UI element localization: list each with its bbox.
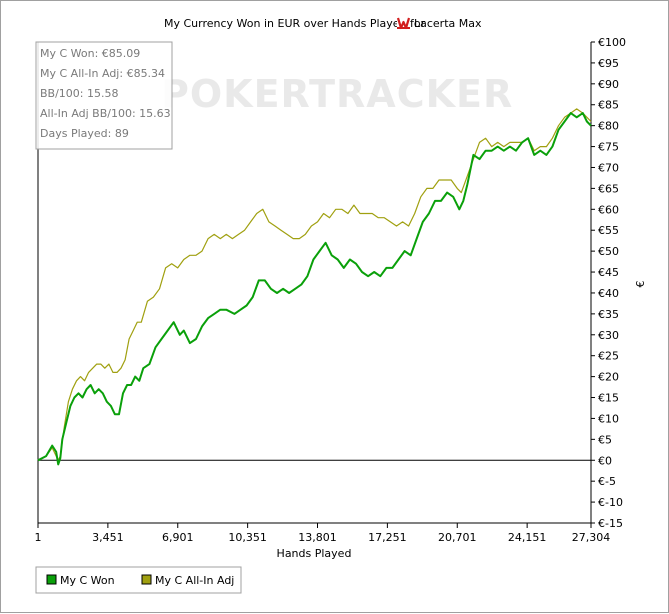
y-tick-label: €35 — [598, 308, 619, 321]
y-tick-label: €65 — [598, 182, 619, 195]
legend-box — [35, 566, 242, 594]
x-tick-label: 13,801 — [298, 531, 337, 544]
y-axis-label: € — [634, 281, 647, 288]
legend-swatch — [46, 574, 57, 585]
stat-line: My C All-In Adj: €85.34 — [40, 67, 165, 80]
x-ticks: 1 3,451 6,901 10,351 13,801 17,251 20,701 24,15… — [35, 523, 611, 544]
y-tick-label: €5 — [598, 433, 612, 446]
y-tick-label: €80 — [598, 120, 619, 133]
chart-title: My Currency Won in EUR over Hands Played… — [164, 16, 482, 30]
y-tick-label: €0 — [598, 454, 612, 467]
chart-title-prefix: My Currency Won in EUR over Hands Played… — [164, 17, 426, 30]
stats-box: My C Won: €85.09 My C All-In Adj: €85.34 B… — [35, 41, 173, 150]
y-tick-label: €90 — [598, 78, 619, 91]
y-tick-label: €10 — [598, 412, 619, 425]
series-line-all-in-adj — [37, 108, 592, 461]
stat-line: Days Played: 89 — [40, 127, 129, 140]
y-tick-label: €60 — [598, 203, 619, 216]
x-axis-label: Hands Played — [277, 547, 352, 560]
stat-line: BB/100: 15.58 — [40, 87, 119, 100]
y-tick-label: €85 — [598, 99, 619, 112]
legend-label: My C All-In Adj — [155, 574, 234, 587]
player-site-logo-icon — [396, 16, 411, 30]
plot-area: €100 €95 €90 €85 €80 €75 €70 €65 €60 €55 €50 €45 €40… — [35, 36, 627, 544]
x-tick-label: 3,451 — [92, 531, 124, 544]
stat-line: All-In Adj BB/100: 15.63 — [40, 107, 171, 120]
x-tick-label: 1 — [35, 531, 42, 544]
y-tick-label: €25 — [598, 350, 619, 363]
y-tick-label: €40 — [598, 287, 619, 300]
y-tick-label: €45 — [598, 266, 619, 279]
y-tick-label: €55 — [598, 224, 619, 237]
y-tick-label: €30 — [598, 329, 619, 342]
y-tick-label: €100 — [598, 36, 626, 49]
y-tick-label: €-10 — [598, 496, 623, 509]
x-tick-label: 6,901 — [162, 531, 194, 544]
y-tick-label: €70 — [598, 161, 619, 174]
y-tick-label: €75 — [598, 141, 619, 154]
x-tick-label: 10,351 — [228, 531, 267, 544]
legend: My C Won My C All-In Adj — [35, 566, 242, 594]
y-tick-label: €-5 — [598, 475, 616, 488]
y-tick-label: €95 — [598, 57, 619, 70]
y-tick-label: €15 — [598, 392, 619, 405]
x-tick-label: 20,701 — [438, 531, 477, 544]
x-tick-label: 27,304 — [572, 531, 611, 544]
legend-swatch — [141, 574, 152, 585]
legend-label: My C Won — [60, 574, 115, 587]
y-tick-label: €-15 — [598, 517, 623, 530]
watermark-text: POKERTRACKER — [161, 72, 513, 116]
x-tick-label: 24,151 — [508, 531, 547, 544]
y-ticks: €100 €95 €90 €85 €80 €75 €70 €65 €60 €55 €50 €45 €40… — [591, 36, 626, 530]
series-line-won — [37, 112, 592, 466]
stat-line: My C Won: €85.09 — [40, 47, 140, 60]
y-tick-label: €20 — [598, 371, 619, 384]
series-lines — [37, 108, 592, 466]
chart-title-player: Lacerta Max — [414, 17, 482, 30]
x-tick-label: 17,251 — [368, 531, 407, 544]
y-tick-label: €50 — [598, 245, 619, 258]
